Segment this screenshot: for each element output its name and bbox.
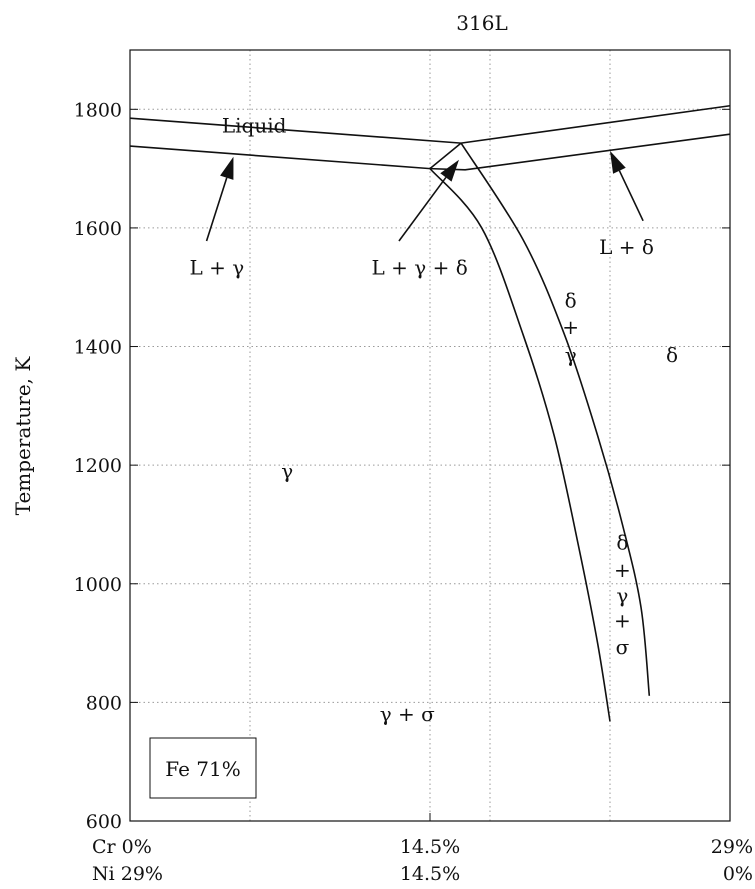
chart-title: 316L: [456, 11, 507, 35]
arrow: [610, 150, 644, 222]
plot-frame: [129, 49, 731, 822]
x-label-cr-start: Cr 0%: [92, 836, 152, 858]
phase-boundary: [429, 168, 611, 722]
arrow: [398, 159, 459, 242]
phase-label: Liquid: [222, 113, 287, 137]
gridlines: [130, 50, 730, 821]
phase-boundary: [460, 142, 651, 696]
arrow-head: [220, 156, 234, 180]
y-tick-label: 1200: [74, 455, 122, 477]
phase-label: δ: [565, 288, 577, 312]
inset-label: Fe 71%: [165, 757, 240, 781]
y-tick-label: 1800: [74, 99, 122, 121]
arrow-shaft: [398, 176, 447, 242]
y-tick-label: 800: [86, 692, 122, 714]
phase-label: L + γ + δ: [372, 256, 468, 280]
x-ticks: [129, 813, 731, 821]
phase-label: γ: [281, 459, 293, 483]
phase-boundary: [429, 133, 731, 171]
phase-label: σ: [616, 635, 630, 659]
phase-label: δ: [666, 343, 678, 367]
inset-box: Fe 71%: [149, 737, 257, 799]
arrow-head: [440, 159, 459, 182]
x-label-ni-end: 0%: [723, 863, 753, 885]
phase-label: γ: [565, 343, 577, 367]
y-tick-label: 1000: [74, 574, 122, 596]
arrow-shaft: [618, 170, 644, 222]
phase-label: L + γ: [190, 256, 245, 280]
phase-label: +: [614, 558, 631, 582]
phase-label: +: [562, 315, 579, 339]
y-tick-label: 600: [86, 811, 122, 833]
arrow: [205, 156, 234, 242]
x-label-ni-mid: 14.5%: [400, 863, 460, 885]
boundary-lines: [129, 104, 731, 722]
phase-boundary: [129, 142, 462, 170]
y-tick-labels: 600 800 1000 1200 1400 1600 1800: [74, 99, 122, 833]
phase-label: γ + σ: [380, 702, 435, 726]
arrow-head: [610, 150, 626, 174]
y-tick-label: 1600: [74, 218, 122, 240]
arrow-shaft: [205, 177, 228, 242]
x-label-cr-mid: 14.5%: [400, 836, 460, 858]
y-axis-title: Temperature, K: [11, 356, 35, 516]
phase-label: γ: [616, 584, 628, 608]
arrow-markers: [205, 150, 644, 242]
x-label-ni-start: Ni 29%: [92, 863, 163, 885]
x-label-cr-end: 29%: [711, 836, 753, 858]
phase-label: δ: [616, 530, 628, 554]
phase-label: +: [614, 609, 631, 633]
y-tick-label: 1400: [74, 337, 122, 359]
phase-boundary: [129, 104, 731, 144]
phase-label: L + δ: [599, 235, 654, 259]
